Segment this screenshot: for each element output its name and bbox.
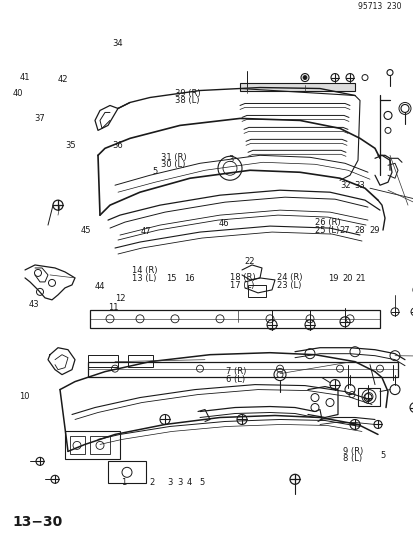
Text: 3: 3 — [228, 155, 233, 164]
Text: 34: 34 — [112, 39, 123, 48]
Text: 45: 45 — [81, 226, 91, 235]
Text: 12: 12 — [115, 294, 125, 303]
Bar — [247, 285, 266, 297]
Text: 33: 33 — [354, 181, 364, 190]
Text: 2: 2 — [150, 478, 154, 487]
Text: 17 (L): 17 (L) — [229, 280, 254, 289]
Text: 37: 37 — [34, 114, 45, 123]
Text: 11: 11 — [108, 303, 119, 312]
Text: 19: 19 — [328, 273, 338, 282]
Text: 8 (L): 8 (L) — [342, 454, 361, 463]
Text: 9 (R): 9 (R) — [342, 447, 362, 456]
Text: 47: 47 — [140, 228, 151, 237]
Bar — [90, 437, 110, 454]
Text: 36: 36 — [112, 141, 123, 150]
Text: 32: 32 — [339, 181, 350, 190]
Text: 44: 44 — [94, 281, 104, 290]
Text: 41: 41 — [20, 74, 30, 82]
Bar — [88, 362, 397, 377]
Text: 13−30: 13−30 — [12, 515, 62, 529]
Text: 26 (R): 26 (R) — [314, 219, 339, 228]
Text: 6 (L): 6 (L) — [225, 375, 244, 384]
Text: 31 (R): 31 (R) — [160, 152, 186, 161]
Text: 24 (R): 24 (R) — [276, 273, 301, 282]
Bar — [108, 462, 146, 483]
Text: 38 (L): 38 (L) — [174, 96, 199, 105]
Text: 5: 5 — [379, 450, 385, 459]
Text: 14 (R): 14 (R) — [131, 266, 157, 275]
Bar — [88, 354, 118, 367]
Text: 30 (L): 30 (L) — [160, 160, 185, 169]
Text: 3: 3 — [167, 478, 172, 487]
Text: 42: 42 — [58, 75, 68, 84]
Bar — [70, 437, 85, 454]
Text: 20: 20 — [341, 273, 351, 282]
Bar — [240, 83, 354, 91]
Text: 39 (R): 39 (R) — [174, 89, 200, 98]
Bar — [65, 431, 120, 459]
Bar — [128, 354, 153, 367]
Text: 40: 40 — [12, 89, 23, 98]
Text: 21: 21 — [354, 273, 365, 282]
Text: 46: 46 — [218, 220, 229, 229]
Text: 43: 43 — [29, 300, 40, 309]
Text: 29: 29 — [368, 226, 379, 235]
Text: 13 (L): 13 (L) — [131, 273, 156, 282]
Bar — [90, 310, 379, 328]
Text: 5: 5 — [199, 478, 204, 487]
Text: 4: 4 — [187, 478, 192, 487]
Text: 95713  230: 95713 230 — [357, 3, 401, 11]
Text: 23 (L): 23 (L) — [276, 280, 300, 289]
Bar — [357, 387, 379, 406]
Text: 22: 22 — [244, 257, 254, 265]
Text: 16: 16 — [184, 273, 195, 282]
Text: 27: 27 — [339, 226, 349, 235]
Text: 28: 28 — [353, 226, 364, 235]
Text: 7 (R): 7 (R) — [225, 367, 245, 376]
Text: 25 (L): 25 (L) — [314, 226, 338, 235]
Circle shape — [302, 76, 306, 79]
Text: 35: 35 — [65, 141, 76, 150]
Text: 1: 1 — [121, 478, 126, 487]
Text: 18 (R): 18 (R) — [229, 273, 255, 282]
Text: 3: 3 — [177, 478, 182, 487]
Text: 5: 5 — [152, 167, 157, 176]
Text: 15: 15 — [165, 273, 176, 282]
Text: 10: 10 — [19, 392, 29, 401]
